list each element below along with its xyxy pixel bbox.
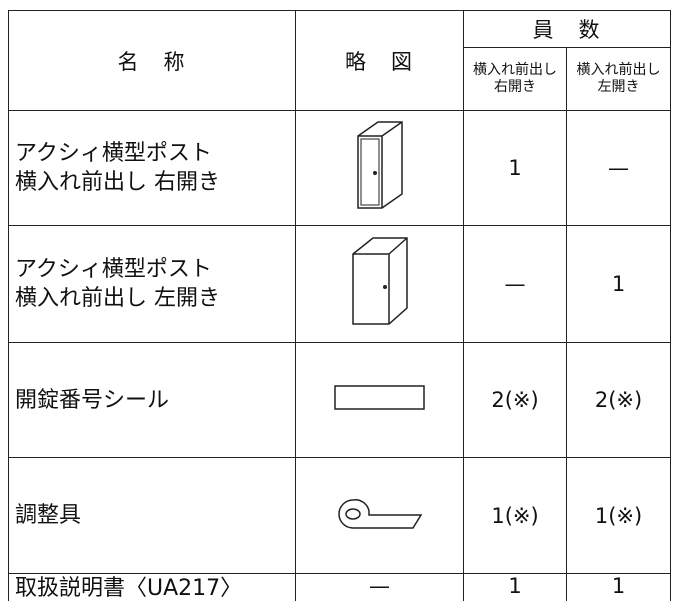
count: 1 <box>566 573 671 601</box>
text: 右開き <box>494 79 536 95</box>
row-name: アクシィ横型ポスト 横入れ前出し 左開き <box>8 225 296 343</box>
row-name: 取扱説明書〈UA217〉 <box>8 573 296 601</box>
diagram <box>295 225 464 343</box>
text: 左開き <box>597 79 640 95</box>
header-name: 名 称 <box>8 10 296 111</box>
count: 2(※) <box>566 342 671 458</box>
header-sub: 横入れ前出し 左開き <box>566 47 671 111</box>
text: 開錠番号シール <box>15 387 170 413</box>
row-name: 調整具 <box>8 457 296 574</box>
count: 2(※) <box>463 342 567 458</box>
row-name: アクシィ横型ポスト 横入れ前出し 右開き <box>8 110 296 226</box>
header-sub: 横入れ前出し 右開き <box>463 47 567 111</box>
row-name: 開錠番号シール <box>8 342 296 458</box>
text: アクシィ横型ポスト <box>15 141 212 166</box>
count: 1(※) <box>463 457 567 574</box>
count: 1 <box>463 573 567 601</box>
header-count: 員 数 <box>463 10 671 48</box>
diagram <box>295 457 464 574</box>
diagram <box>295 342 464 458</box>
text: 取扱説明書〈UA217〉 <box>15 576 243 601</box>
count: 1 <box>566 225 671 343</box>
count: — <box>566 110 671 226</box>
key-icon <box>337 498 422 529</box>
text: 横入れ前出し 右開き <box>15 170 220 195</box>
text: アクシィ横型ポスト <box>15 257 212 282</box>
diagram: — <box>295 573 464 601</box>
box-icon <box>356 121 403 209</box>
diagram <box>295 110 464 226</box>
box-icon <box>351 237 408 325</box>
count: — <box>463 225 567 343</box>
header-diagram: 略 図 <box>295 10 464 111</box>
count: 1(※) <box>566 457 671 574</box>
seal-icon <box>333 385 425 410</box>
text: 調整具 <box>15 503 82 528</box>
text: 横入れ前出し <box>576 62 661 78</box>
text: 横入れ前出し 左開き <box>15 286 220 311</box>
count: 1 <box>463 110 567 226</box>
text: 横入れ前出し <box>473 62 557 78</box>
parts-table: 名 称 略 図 員 数 横入れ前出し 右開き 横入れ前出し 左開き アクシィ横型ポス… <box>8 10 671 601</box>
